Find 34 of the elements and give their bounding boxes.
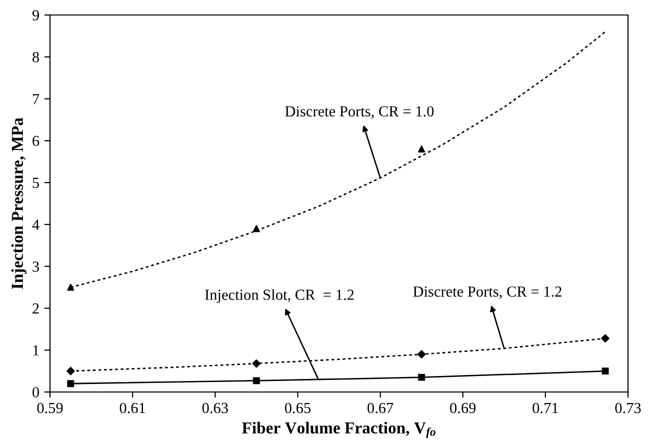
- point: [602, 368, 609, 375]
- x-tick-label: 0.63: [202, 402, 228, 414]
- y-tick-label: 0: [32, 387, 39, 398]
- point: [252, 377, 260, 384]
- y-tick-label: 6: [32, 136, 40, 146]
- y-tick-label: 3: [32, 262, 39, 272]
- annotation: Injection Slot, CR = 1.2: [205, 289, 354, 304]
- x-tick-label: 0.69: [450, 402, 476, 414]
- y-tick-label: 7: [32, 94, 40, 104]
- x-tick-label: 0.67: [368, 402, 394, 414]
- x-tick-label: 0.73: [615, 402, 641, 414]
- annotation: Discrete Ports, CR = 1.0: [285, 106, 434, 119]
- y-tick-label: 5: [32, 178, 39, 188]
- y-axis-title: Injection Pressure, MPa: [11, 118, 26, 289]
- point: [418, 146, 426, 153]
- y-tick-label: 2: [32, 303, 39, 314]
- x-tick-label: 0.65: [284, 402, 310, 414]
- annotation: Discrete Ports, CR = 1.2: [413, 286, 562, 299]
- point: [417, 350, 426, 358]
- point: [418, 374, 426, 381]
- point: [67, 284, 74, 291]
- point: [252, 225, 260, 232]
- x-axis-title: Fiber Volume Fraction, V$_{fo}$: [242, 422, 436, 438]
- point: [66, 366, 75, 376]
- x-tick-label: 0.61: [120, 402, 146, 414]
- y-tick-label: 4: [32, 220, 40, 230]
- y-tick-label: 8: [32, 52, 39, 62]
- x-tick-label: 0.59: [37, 402, 63, 414]
- y-tick-label: 9: [32, 10, 39, 20]
- point: [252, 359, 261, 368]
- point: [67, 380, 74, 388]
- x-tick-label: 0.71: [532, 402, 558, 414]
- point: [601, 334, 610, 343]
- y-tick-label: 1: [33, 345, 39, 356]
